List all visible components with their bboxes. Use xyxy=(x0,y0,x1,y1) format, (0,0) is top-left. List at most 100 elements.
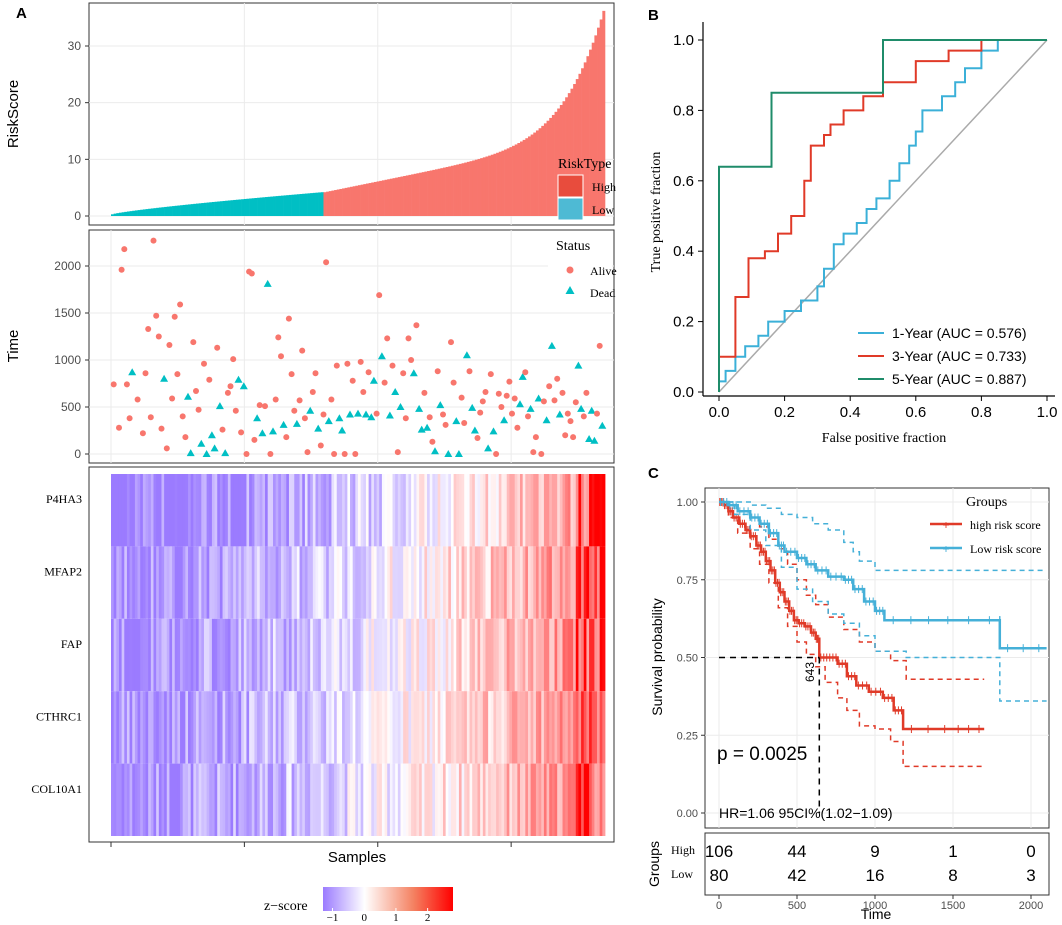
heatmap-cell xyxy=(241,763,245,836)
heatmap-cell xyxy=(565,763,569,836)
heatmap-cell xyxy=(132,763,136,836)
heatmap-cell xyxy=(501,618,505,692)
panel-label-c: C xyxy=(648,465,659,482)
heatmap-cell xyxy=(480,763,484,836)
heatmap-cell xyxy=(365,546,370,619)
time-point-alive xyxy=(227,383,234,390)
heatmap-cell xyxy=(575,546,579,619)
riskscore-bar xyxy=(174,205,178,216)
time-point-alive xyxy=(288,371,295,378)
heatmap-cell xyxy=(474,763,478,836)
riskscore-bars xyxy=(111,10,606,217)
time-point-alive xyxy=(296,397,303,404)
risk-table-cell: 16 xyxy=(866,866,885,885)
heatmap-cell xyxy=(209,474,213,547)
heatmap-cell xyxy=(278,691,282,764)
heatmap-cell xyxy=(153,474,157,547)
heatmap-cell xyxy=(129,763,133,836)
riskscore-bar xyxy=(466,161,470,216)
riskscore-bar xyxy=(517,143,521,216)
heatmap-cell xyxy=(174,546,178,619)
heatmap-cell xyxy=(496,546,500,619)
heatmap-cell xyxy=(392,546,396,619)
time-point-dead xyxy=(279,420,288,428)
heatmap-cell xyxy=(307,618,311,692)
heatmap-cell xyxy=(573,546,577,619)
heatmap-cell xyxy=(575,763,579,836)
time-point-alive xyxy=(230,356,237,363)
heatmap-cell xyxy=(594,618,598,692)
time-point-alive xyxy=(381,379,388,386)
heatmap-cell xyxy=(320,691,324,764)
time-point-dead xyxy=(184,392,192,400)
heatmap-cell xyxy=(520,691,524,764)
time-point-alive xyxy=(530,449,537,456)
heatmap-cell xyxy=(161,474,165,547)
heatmap-cell xyxy=(549,691,553,764)
riskscore-bar xyxy=(198,203,202,216)
risk-table-row-label-low: Low xyxy=(671,867,693,881)
heatmap-cell xyxy=(405,474,409,547)
heatmap-cell xyxy=(442,474,447,547)
heatmap-cell xyxy=(363,474,367,547)
heatmap-cell xyxy=(397,691,401,764)
riskscore-bar xyxy=(249,198,253,216)
riskscore-panel: 0 10 20 30 RiskScore RiskType High Low xyxy=(5,2,616,226)
time-point-dead xyxy=(542,416,551,424)
heatmap-cell xyxy=(302,618,306,692)
riskscore-bar xyxy=(209,202,213,216)
heatmap-cell xyxy=(376,618,380,692)
heatmap-cell xyxy=(514,474,518,547)
heatmap-cell xyxy=(456,618,460,692)
time-point-alive xyxy=(214,344,221,351)
heatmap-cell xyxy=(464,474,468,547)
heatmap-cell xyxy=(554,691,558,764)
heatmap-cell xyxy=(241,618,245,692)
heatmap-cell xyxy=(235,763,239,836)
heatmap-cell xyxy=(265,691,269,764)
heatmap-cell xyxy=(554,763,558,836)
heatmap-cell xyxy=(525,546,529,619)
time-point-alive xyxy=(272,396,279,403)
km-y-label: Survival probability xyxy=(649,598,665,716)
heatmap-cell xyxy=(541,691,545,764)
heatmap-cell xyxy=(549,763,553,836)
riskscore-bar xyxy=(368,183,372,216)
heatmap-cell xyxy=(182,763,186,836)
heatmap-cell xyxy=(416,546,420,619)
riskscore-bar xyxy=(126,211,130,216)
heatmap-cell xyxy=(286,474,290,547)
heatmap-cell xyxy=(217,618,221,692)
heatmap-cell xyxy=(411,474,415,547)
heatmap-cell xyxy=(270,763,274,836)
time-point-dead xyxy=(518,372,527,380)
heatmap-cell xyxy=(193,474,197,547)
heatmap-cell xyxy=(235,691,239,764)
heatmap-cell xyxy=(517,546,521,619)
riskscore-bar xyxy=(328,191,332,216)
time-point-alive xyxy=(554,375,561,382)
time-point-alive xyxy=(163,445,170,452)
time-point-dead xyxy=(306,406,315,414)
heatmap-cell xyxy=(246,618,250,692)
heatmap-cell xyxy=(437,618,441,692)
riskscore-bar xyxy=(397,177,401,216)
time-point-dead xyxy=(409,369,418,377)
heatmap-cell xyxy=(448,474,452,547)
heatmap-cell xyxy=(408,763,412,836)
heatmap-cell xyxy=(533,546,537,619)
time-point-alive xyxy=(251,436,258,443)
heatmap-cell xyxy=(352,691,356,764)
heatmap-cell xyxy=(336,763,340,836)
heatmap-cell xyxy=(437,474,441,547)
heatmap-cell xyxy=(477,691,481,764)
heatmap-cell xyxy=(225,474,229,547)
time-point-alive xyxy=(243,451,250,457)
time-point-dead xyxy=(423,423,432,431)
zscore-legend-tick-label: 0 xyxy=(361,912,367,924)
riskscore-bar xyxy=(522,139,526,216)
heatmap-cell xyxy=(416,691,420,764)
heatmap-cell xyxy=(214,546,218,619)
time-y-tick-label: 1000 xyxy=(54,353,81,367)
heatmap-cell xyxy=(424,546,428,619)
